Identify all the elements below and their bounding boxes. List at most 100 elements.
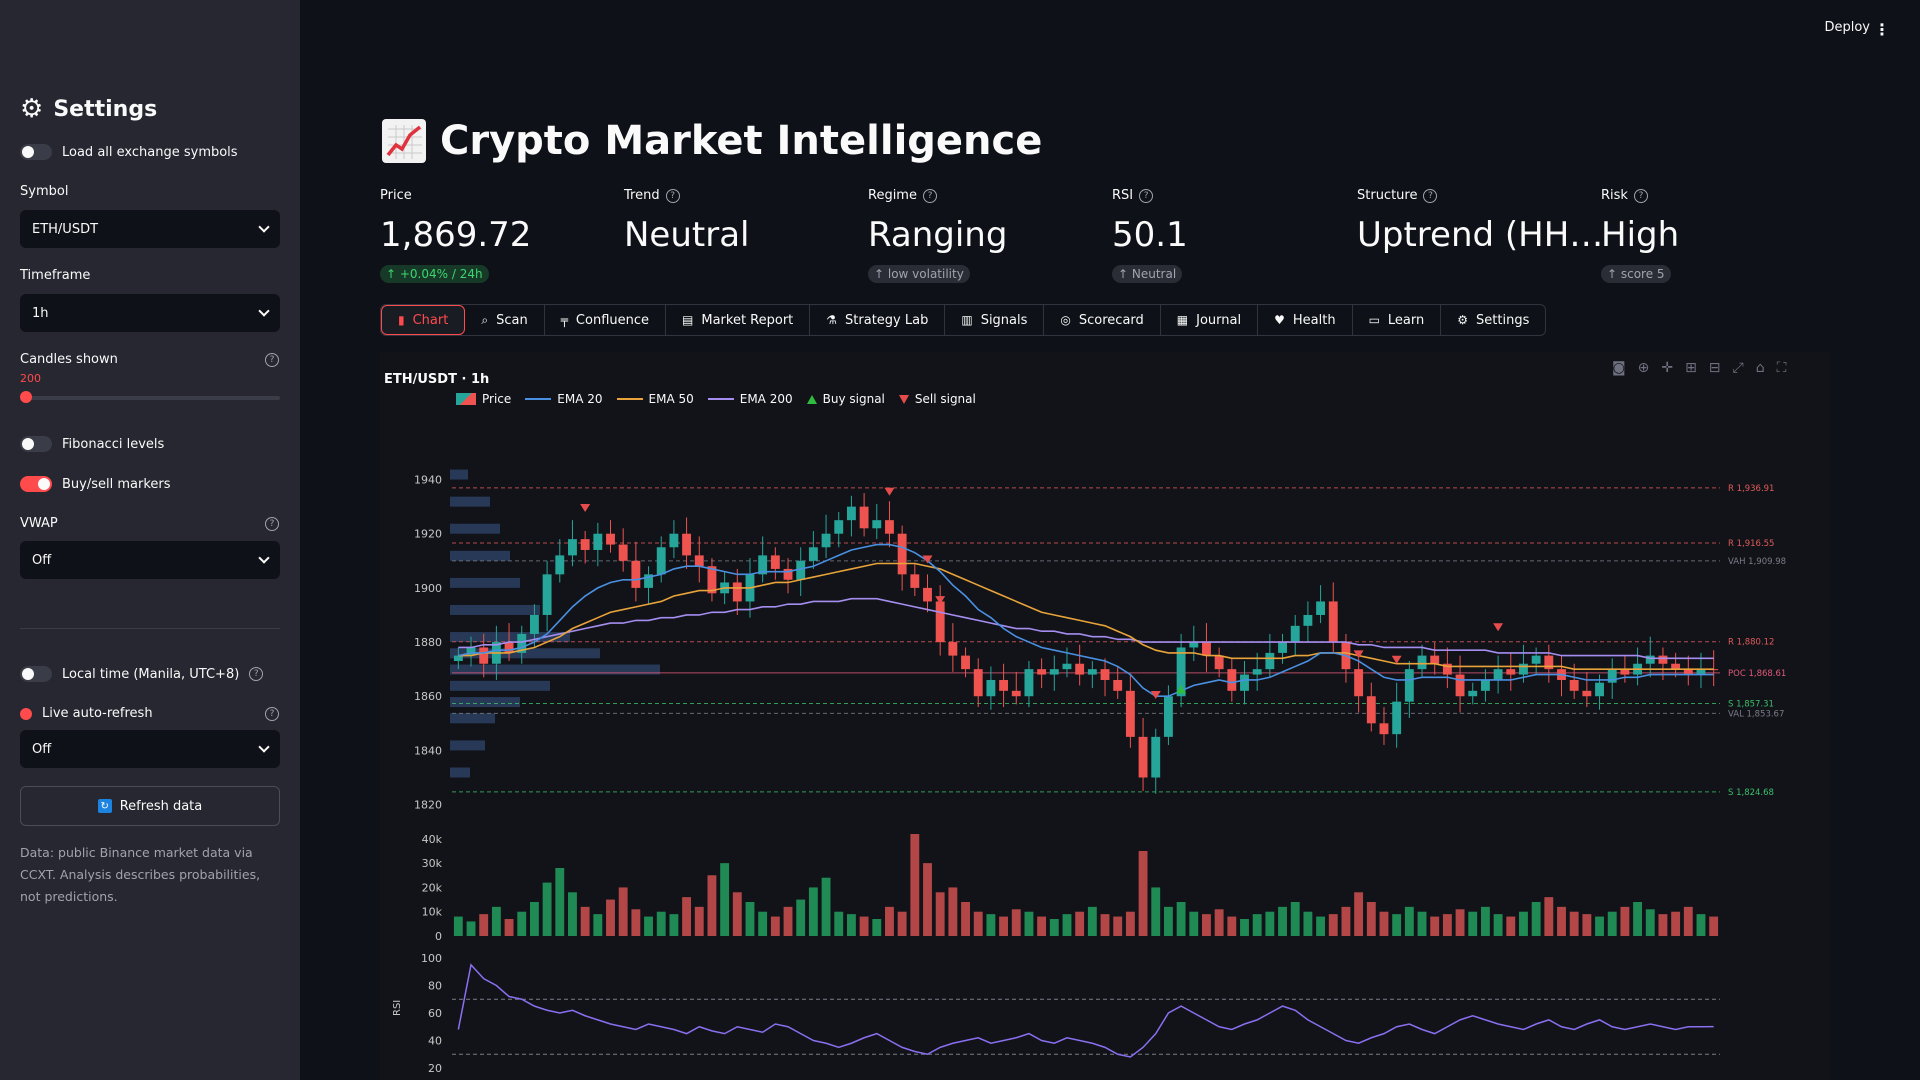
volume-bar (1480, 906, 1490, 936)
volume-bar (694, 906, 704, 936)
volume-bar (466, 921, 476, 936)
volume-bar (555, 868, 565, 936)
legend-label: Buy signal (822, 392, 885, 406)
zoom-out-icon[interactable]: ⊟ (1708, 360, 1721, 376)
candle-body (770, 555, 780, 569)
volume-bar (1202, 914, 1211, 936)
candle-body (593, 533, 603, 550)
volume-bar (1214, 909, 1224, 936)
volume-bar (517, 911, 527, 936)
legend-buy[interactable]: Buy signal (806, 392, 885, 406)
help-icon[interactable]: ? (1423, 188, 1438, 203)
help-icon[interactable]: ? (265, 707, 279, 721)
volume-bar (542, 882, 552, 936)
fib-toggle[interactable] (20, 436, 52, 452)
zoom-icon[interactable]: ⊕ (1637, 360, 1650, 376)
markers-toggle-row[interactable]: Buy/sell markers (20, 476, 171, 492)
tab-strategy-lab[interactable]: ⚗ Strategy Lab (810, 305, 946, 335)
timeframe-select[interactable]: 1h (20, 294, 280, 332)
volume-bar (1316, 916, 1326, 936)
sidebar-divider (20, 628, 280, 629)
volume-bar (1569, 911, 1579, 936)
legend-ema50[interactable]: EMA 50 (616, 392, 694, 406)
tab-scan[interactable]: ⌕ Scan (465, 305, 545, 335)
live-refresh-row[interactable]: Live auto-refresh (20, 706, 153, 721)
fullscreen-icon[interactable]: ⛶ (1776, 360, 1787, 376)
deploy-button[interactable]: Deploy (1824, 20, 1870, 35)
sidebar-title-text: Settings (53, 96, 158, 122)
level-label: R 1,916.55 (1728, 539, 1774, 549)
tab-settings[interactable]: ⚙ Settings (1441, 305, 1545, 335)
legend-price[interactable]: Price (456, 392, 511, 406)
tab-learn[interactable]: ▭ Learn (1353, 305, 1442, 335)
help-icon[interactable]: ? (249, 667, 264, 681)
price-chart[interactable]: 1940 1920 1900 1880 1860 1840 1820 R 1,936.91 R … (380, 420, 1830, 1080)
volume-bar (1049, 919, 1059, 936)
price-tick-label: 1860 (414, 690, 442, 703)
markers-toggle[interactable] (20, 476, 52, 492)
tab-label: Learn (1387, 312, 1425, 328)
load-all-toggle-row[interactable]: Load all exchange symbols (20, 144, 238, 160)
volume-bar (973, 911, 983, 936)
tab-signals[interactable]: ▥ Signals (945, 305, 1045, 335)
symbol-select[interactable]: ETH/USDT (20, 210, 280, 248)
volume-bar (834, 911, 844, 936)
legend-ema200[interactable]: EMA 200 (707, 392, 793, 406)
candles-slider-track[interactable] (26, 396, 280, 400)
home-icon[interactable]: ⌂ (1755, 360, 1765, 376)
fib-toggle-row[interactable]: Fibonacci levels (20, 436, 164, 452)
rsi-tick-label: 100 (421, 952, 442, 965)
volume-bar (758, 911, 768, 936)
chart-panel[interactable] (380, 352, 1830, 1080)
camera-icon[interactable]: ◙ (1612, 360, 1626, 376)
refresh-icon: ↻ (97, 799, 112, 813)
candle-body (1671, 663, 1681, 670)
autoscale-icon[interactable]: ⤢ (1732, 360, 1744, 376)
more-menu-icon[interactable]: ⋮ (1874, 20, 1890, 39)
tab-scorecard[interactable]: ◎ Scorecard (1044, 305, 1161, 335)
vwap-select[interactable]: Off (20, 541, 280, 579)
volume-bar (910, 834, 920, 936)
help-icon[interactable]: ? (922, 188, 937, 203)
help-icon[interactable]: ? (1139, 188, 1154, 203)
tab-chart[interactable]: ▮ Chart (381, 305, 466, 335)
volume-bar (1709, 916, 1719, 936)
tab-confluence[interactable]: ╤ Confluence (545, 305, 667, 335)
fib-label: Fibonacci levels (62, 436, 165, 452)
candles-slider-handle[interactable] (20, 391, 32, 403)
metric-value: High (1601, 215, 1680, 255)
volume-bar (808, 887, 818, 936)
volume-profile-bar (450, 664, 660, 675)
pan-icon[interactable]: ✛ (1661, 360, 1674, 376)
candle-body (1582, 690, 1592, 697)
tab-journal[interactable]: ▦ Journal (1161, 305, 1259, 335)
help-icon[interactable]: ? (665, 188, 680, 203)
level-label: VAL 1,853.67 (1728, 709, 1784, 719)
legend-ema20[interactable]: EMA 20 (525, 392, 603, 406)
local-time-toggle[interactable] (20, 666, 52, 682)
tab-market-report[interactable]: ▤ Market Report (666, 305, 811, 335)
volume-bar (669, 914, 679, 936)
legend-sell[interactable]: Sell signal (898, 392, 976, 406)
volume-bar (1557, 906, 1566, 936)
metric-value: 50.1 (1112, 215, 1188, 255)
candle-body (872, 520, 882, 529)
local-time-toggle-row[interactable]: Local time (Manila, UTC+8) ? (20, 666, 264, 682)
metric-rsi: RSI? 50.1 ↑ Neutral (1112, 188, 1188, 283)
timeframe-value: 1h (32, 305, 49, 321)
help-icon[interactable]: ? (265, 353, 279, 367)
refresh-data-button[interactable]: ↻ Refresh data (20, 786, 280, 826)
help-icon[interactable]: ? (1633, 188, 1648, 203)
tab-health[interactable]: ♥ Health (1258, 305, 1353, 335)
chevron-down-icon (258, 221, 270, 233)
help-icon[interactable]: ? (265, 517, 279, 531)
candle-body (1531, 655, 1541, 664)
live-value: Off (32, 741, 52, 757)
zoom-in-icon[interactable]: ⊞ (1685, 360, 1697, 376)
candle-body (1227, 669, 1237, 691)
candle-body (606, 533, 615, 545)
candle-body (1645, 655, 1655, 664)
live-refresh-select[interactable]: Off (20, 730, 280, 768)
load-all-toggle[interactable] (20, 144, 52, 160)
volume-bar (1303, 911, 1313, 936)
